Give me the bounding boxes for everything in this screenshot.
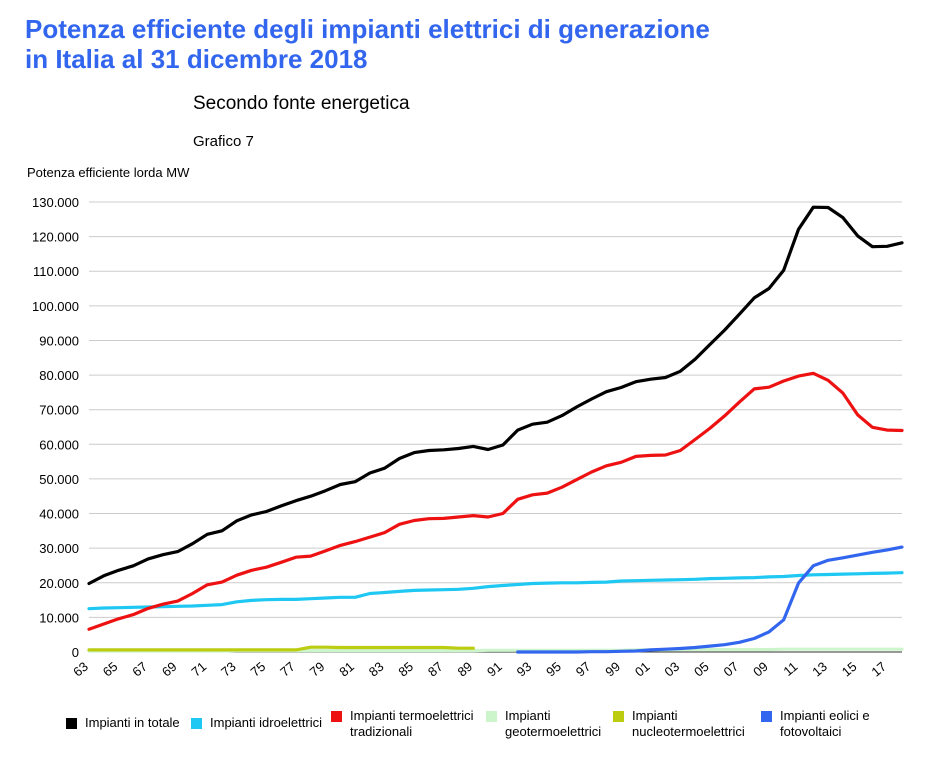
y-tick-label: 90.000	[39, 333, 79, 348]
y-axis-ticks: 0 10.000 20.000 30.000 40.000 50.000 60.000 70.…	[32, 195, 79, 660]
y-tick-label: 70.000	[39, 403, 79, 418]
x-tick-label: 01	[632, 659, 653, 680]
x-tick-label: 97	[573, 659, 594, 680]
x-tick-label: 99	[602, 659, 623, 680]
series-line	[87, 371, 904, 631]
x-tick-label: 11	[780, 659, 800, 679]
chart-subtitle: Secondo fonte energetica	[193, 93, 410, 114]
x-tick-label: 77	[277, 659, 298, 680]
y-tick-label: 60.000	[39, 437, 79, 452]
chart-title: Potenza efficiente degli impianti elettr…	[25, 14, 905, 74]
y-tick-label: 100.000	[32, 299, 79, 314]
y-tick-label: 20.000	[39, 576, 79, 591]
y-axis-label: Potenza efficiente lorda MW	[27, 165, 190, 180]
y-tick-label: 0	[72, 645, 79, 660]
x-tick-label: 07	[721, 659, 742, 680]
x-tick-label: 65	[100, 659, 121, 680]
chart-title-line-2: in Italia al 31 dicembre 2018	[25, 44, 368, 74]
y-tick-label: 130.000	[32, 195, 79, 210]
x-tick-label: 71	[188, 659, 209, 680]
x-tick-label: 85	[395, 659, 416, 680]
y-tick-label: 50.000	[39, 472, 79, 487]
chart-title-line-1: Potenza efficiente degli impianti elettr…	[25, 14, 710, 44]
x-tick-label: 89	[455, 659, 476, 680]
x-tick-label: 95	[543, 659, 564, 680]
y-tick-label: 80.000	[39, 368, 79, 383]
x-tick-label: 17	[868, 659, 889, 680]
x-tick-label: 63	[70, 659, 91, 680]
y-tick-label: 10.000	[39, 610, 79, 625]
x-tick-label: 09	[750, 659, 771, 680]
x-tick-label: 87	[425, 659, 446, 680]
x-tick-label: 73	[218, 659, 239, 680]
x-tick-label: 81	[336, 659, 357, 680]
series-line	[87, 205, 904, 586]
y-tick-label: 120.000	[32, 230, 79, 245]
x-tick-label: 79	[307, 659, 328, 680]
series-lines	[87, 205, 904, 654]
x-tick-label: 75	[248, 659, 269, 680]
x-tick-label: 83	[366, 659, 387, 680]
x-tick-label: 03	[661, 659, 682, 680]
y-tick-label: 110.000	[33, 264, 79, 279]
x-tick-label: 93	[514, 659, 535, 680]
x-tick-label: 91	[484, 659, 505, 680]
x-tick-label: 67	[129, 659, 150, 680]
x-tick-label: 15	[839, 659, 860, 680]
series-line	[87, 571, 904, 611]
series-line	[516, 545, 904, 654]
series-line	[87, 645, 475, 652]
y-tick-label: 40.000	[39, 507, 79, 522]
x-tick-label: 05	[691, 659, 712, 680]
x-axis-ticks: 63 65 67 69 71 73 75 77 79 81 83 85 87 89 91 93 95 97 99 01…	[70, 659, 889, 680]
x-tick-label: 13	[809, 659, 830, 680]
y-tick-label: 30.000	[39, 541, 79, 556]
x-tick-label: 69	[159, 659, 180, 680]
chart-caption: Grafico 7	[193, 133, 254, 150]
